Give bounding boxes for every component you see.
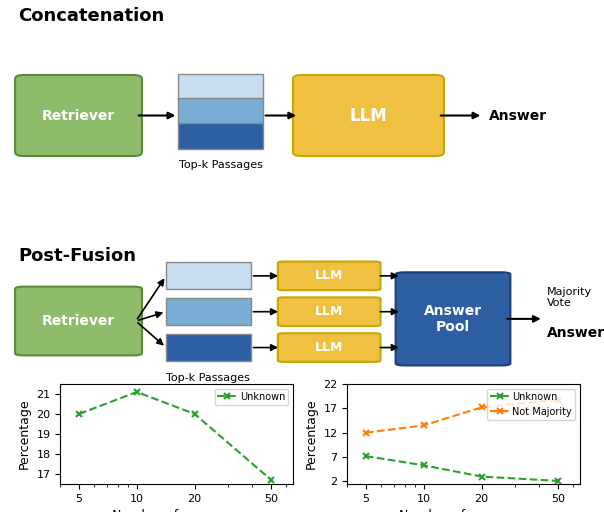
Text: Answer: Answer bbox=[547, 326, 604, 340]
X-axis label: Number of passages: Number of passages bbox=[112, 509, 241, 512]
Text: Majority
Vote: Majority Vote bbox=[547, 287, 592, 308]
Y-axis label: Percentage: Percentage bbox=[305, 399, 318, 469]
Text: LLM: LLM bbox=[315, 305, 343, 318]
Text: Retriever: Retriever bbox=[42, 314, 115, 328]
FancyBboxPatch shape bbox=[15, 287, 142, 355]
FancyBboxPatch shape bbox=[278, 262, 381, 290]
FancyBboxPatch shape bbox=[396, 272, 510, 366]
FancyBboxPatch shape bbox=[293, 75, 444, 156]
Text: Concatenation: Concatenation bbox=[18, 7, 164, 26]
FancyBboxPatch shape bbox=[15, 75, 142, 156]
Text: Top-k Passages: Top-k Passages bbox=[179, 160, 262, 170]
Legend: Unknown: Unknown bbox=[214, 389, 288, 404]
FancyBboxPatch shape bbox=[178, 74, 263, 99]
FancyBboxPatch shape bbox=[166, 334, 251, 361]
FancyBboxPatch shape bbox=[178, 98, 263, 124]
Text: Answer: Answer bbox=[489, 109, 547, 122]
FancyBboxPatch shape bbox=[278, 333, 381, 362]
X-axis label: Number of passages: Number of passages bbox=[399, 509, 528, 512]
Text: Post-Fusion: Post-Fusion bbox=[18, 247, 136, 265]
Text: LLM: LLM bbox=[315, 341, 343, 354]
FancyBboxPatch shape bbox=[278, 297, 381, 326]
Text: Answer
Pool: Answer Pool bbox=[424, 304, 482, 334]
FancyBboxPatch shape bbox=[178, 123, 263, 148]
FancyBboxPatch shape bbox=[166, 298, 251, 325]
Text: LLM: LLM bbox=[350, 106, 387, 124]
Legend: Unknown, Not Majority: Unknown, Not Majority bbox=[487, 389, 575, 419]
FancyBboxPatch shape bbox=[166, 262, 251, 289]
Text: Top-k Passages: Top-k Passages bbox=[167, 373, 250, 383]
Text: LLM: LLM bbox=[315, 269, 343, 282]
Text: Retriever: Retriever bbox=[42, 109, 115, 122]
Y-axis label: Percentage: Percentage bbox=[18, 399, 31, 469]
